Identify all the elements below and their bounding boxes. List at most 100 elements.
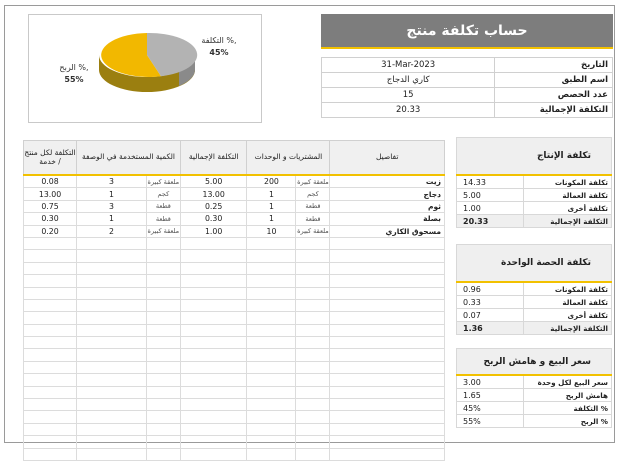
table-cell-pq[interactable]: [246, 261, 297, 276]
table-cell-pq[interactable]: [246, 422, 297, 437]
table-cell-total[interactable]: [179, 336, 248, 350]
table-cell-unit[interactable]: [22, 274, 78, 288]
table-cell-uq[interactable]: [76, 373, 147, 387]
table-cell-uu[interactable]: قطعة: [145, 212, 181, 226]
table-cell-name[interactable]: ثوم: [329, 199, 445, 214]
table-cell-name[interactable]: [329, 236, 445, 251]
portion-value[interactable]: 0.07: [455, 308, 525, 322]
table-cell-total[interactable]: [179, 261, 248, 276]
table-cell-uu[interactable]: [145, 261, 181, 276]
table-cell-uu[interactable]: [145, 373, 181, 387]
table-cell-total[interactable]: [179, 447, 248, 461]
table-cell-uu[interactable]: [145, 410, 181, 424]
table-cell-uu[interactable]: [145, 398, 181, 412]
table-cell-uu[interactable]: [145, 236, 181, 251]
table-cell-total[interactable]: [179, 348, 248, 362]
table-cell-pq[interactable]: [246, 435, 297, 449]
table-cell-total[interactable]: 1.00: [179, 224, 248, 238]
table-cell-name[interactable]: [329, 261, 445, 276]
table-cell-uu[interactable]: [145, 336, 181, 350]
table-cell-name[interactable]: [329, 298, 445, 313]
table-cell-pq[interactable]: 1: [246, 212, 297, 226]
table-cell-pu[interactable]: قطعة: [295, 212, 331, 226]
table-cell-pu[interactable]: ملعقة كبيرة: [295, 224, 331, 238]
table-cell-pq[interactable]: [246, 249, 297, 263]
table-cell-pu[interactable]: ملعقة كبيرة: [295, 174, 331, 189]
pricing-value[interactable]: 45%: [455, 401, 525, 415]
table-cell-pq[interactable]: [246, 311, 297, 325]
table-cell-uu[interactable]: كجم: [145, 187, 181, 201]
table-cell-uq[interactable]: [76, 435, 147, 449]
table-cell-unit[interactable]: 0.20: [22, 224, 78, 238]
table-cell-pu[interactable]: [295, 410, 331, 424]
table-cell-name[interactable]: [329, 336, 445, 350]
table-cell-name[interactable]: [329, 311, 445, 325]
table-cell-unit[interactable]: [22, 360, 78, 375]
table-cell-pu[interactable]: قطعة: [295, 199, 331, 214]
table-cell-name[interactable]: [329, 385, 445, 400]
table-cell-unit[interactable]: [22, 286, 78, 300]
table-cell-unit[interactable]: [22, 298, 78, 313]
table-cell-pu[interactable]: [295, 236, 331, 251]
table-cell-uq[interactable]: [76, 249, 147, 263]
table-cell-pu[interactable]: [295, 336, 331, 350]
table-cell-uu[interactable]: [145, 311, 181, 325]
table-cell-total[interactable]: [179, 236, 248, 251]
table-cell-total[interactable]: [179, 274, 248, 288]
table-cell-uq[interactable]: [76, 410, 147, 424]
pricing-value[interactable]: 1.65: [455, 388, 525, 402]
table-cell-unit[interactable]: 0.30: [22, 212, 78, 226]
table-cell-name[interactable]: [329, 249, 445, 263]
table-cell-pu[interactable]: [295, 373, 331, 387]
table-cell-uu[interactable]: [145, 274, 181, 288]
table-cell-pu[interactable]: [295, 249, 331, 263]
table-cell-unit[interactable]: [22, 373, 78, 387]
table-cell-total[interactable]: [179, 422, 248, 437]
table-cell-pq[interactable]: [246, 348, 297, 362]
table-cell-total[interactable]: [179, 398, 248, 412]
pricing-value[interactable]: 3.00: [455, 374, 525, 389]
table-cell-unit[interactable]: 0.75: [22, 199, 78, 214]
table-cell-total[interactable]: [179, 249, 248, 263]
info-portions-value[interactable]: 15: [320, 87, 496, 103]
table-cell-total[interactable]: [179, 435, 248, 449]
table-cell-uq[interactable]: [76, 323, 147, 338]
table-cell-uq[interactable]: [76, 422, 147, 437]
table-cell-pq[interactable]: 1: [246, 187, 297, 201]
table-cell-uu[interactable]: [145, 348, 181, 362]
table-cell-pu[interactable]: [295, 274, 331, 288]
table-cell-pq[interactable]: [246, 336, 297, 350]
table-cell-pq[interactable]: [246, 385, 297, 400]
table-cell-uu[interactable]: [145, 323, 181, 338]
table-cell-name[interactable]: زيت: [329, 174, 445, 189]
table-cell-uq[interactable]: 1: [76, 212, 147, 226]
table-cell-total[interactable]: [179, 410, 248, 424]
table-cell-pu[interactable]: [295, 261, 331, 276]
table-cell-uq[interactable]: [76, 298, 147, 313]
table-cell-total[interactable]: [179, 286, 248, 300]
table-cell-uu[interactable]: ملعقة كبيرة: [145, 174, 181, 189]
table-cell-uq[interactable]: 3: [76, 199, 147, 214]
table-cell-pu[interactable]: [295, 385, 331, 400]
table-cell-pq[interactable]: [246, 298, 297, 313]
table-cell-pq[interactable]: [246, 360, 297, 375]
table-cell-uu[interactable]: [145, 447, 181, 461]
table-cell-pq[interactable]: [246, 323, 297, 338]
table-cell-name[interactable]: [329, 447, 445, 461]
table-cell-unit[interactable]: [22, 435, 78, 449]
table-cell-total[interactable]: [179, 373, 248, 387]
table-cell-name[interactable]: [329, 422, 445, 437]
table-cell-pu[interactable]: [295, 298, 331, 313]
table-cell-total[interactable]: 0.30: [179, 212, 248, 226]
table-cell-uq[interactable]: 3: [76, 174, 147, 189]
table-cell-name[interactable]: [329, 286, 445, 300]
table-cell-name[interactable]: [329, 274, 445, 288]
table-cell-pq[interactable]: [246, 373, 297, 387]
production-value[interactable]: 5.00: [455, 188, 525, 202]
info-total-value[interactable]: 20.33: [320, 102, 496, 118]
table-cell-uq[interactable]: [76, 385, 147, 400]
table-cell-unit[interactable]: [22, 398, 78, 412]
table-cell-uu[interactable]: [145, 249, 181, 263]
table-cell-pu[interactable]: [295, 323, 331, 338]
table-cell-unit[interactable]: [22, 236, 78, 251]
